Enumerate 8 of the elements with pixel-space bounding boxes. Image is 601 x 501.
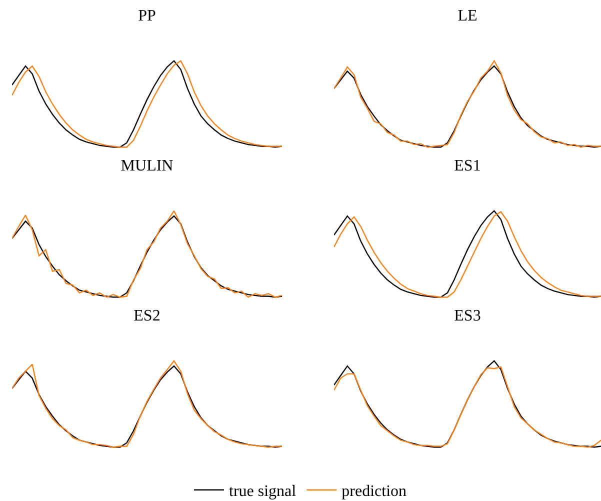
- chart-title: ES1: [454, 158, 481, 175]
- chart-title: ES2: [134, 308, 160, 325]
- chart-title: PP: [138, 8, 156, 25]
- chart-title: LE: [458, 8, 478, 25]
- chart-title: MULIN: [120, 158, 174, 175]
- chart-title: ES3: [454, 308, 481, 325]
- legend-label: prediction: [342, 483, 407, 500]
- legend-label: true signal: [229, 483, 297, 500]
